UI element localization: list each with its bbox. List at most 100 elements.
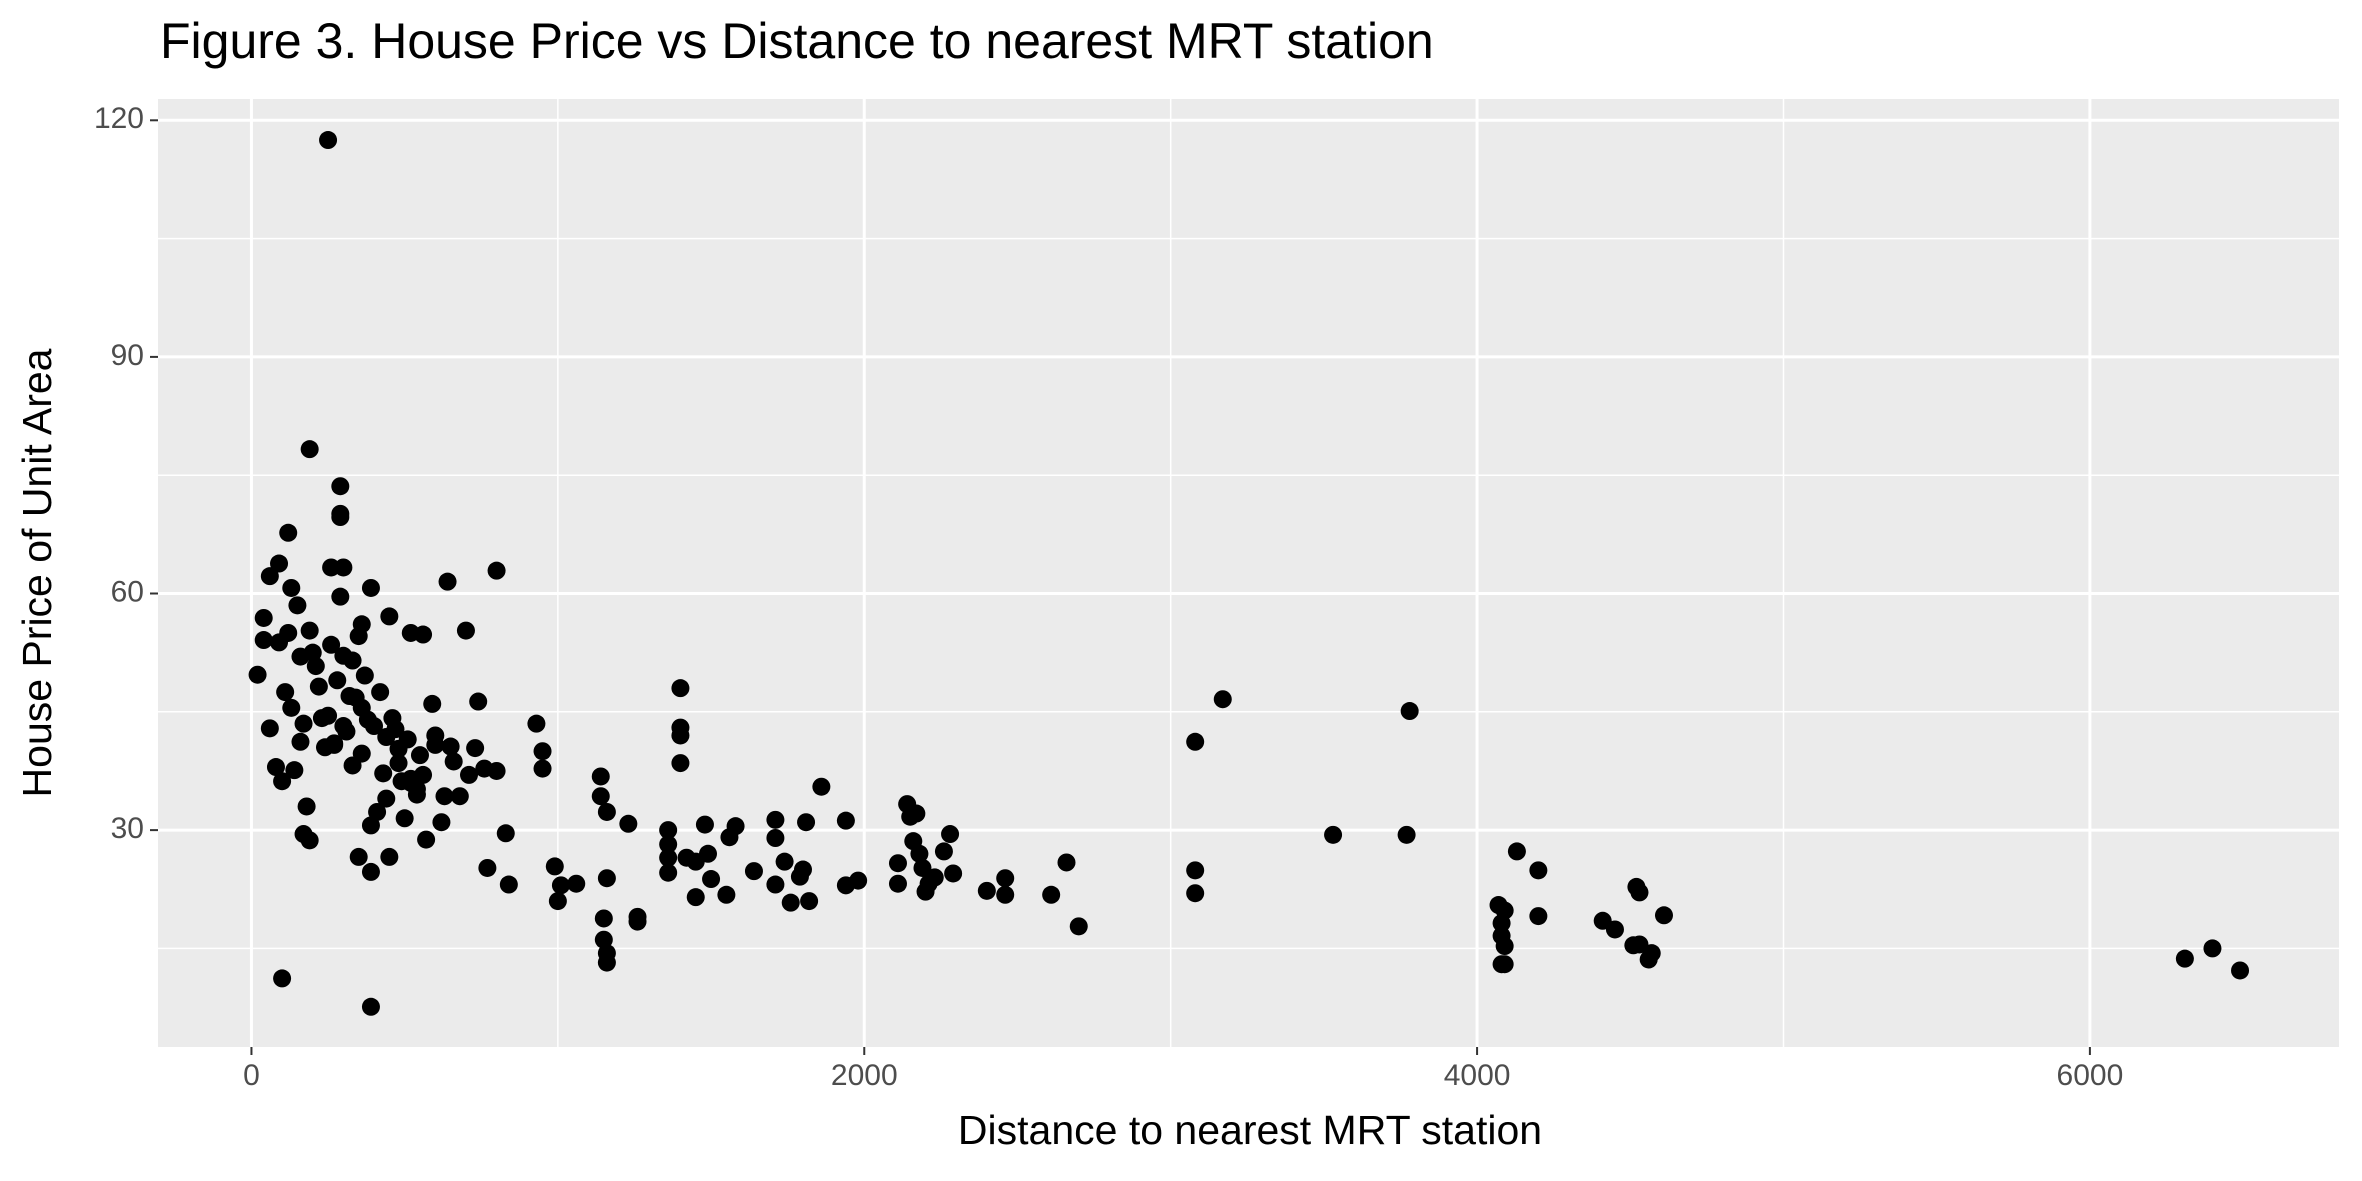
- point: [702, 870, 721, 889]
- x-tick-label: 0: [243, 1059, 260, 1092]
- point: [337, 722, 356, 741]
- x-tick-label: 4000: [1444, 1059, 1511, 1092]
- point: [300, 831, 319, 850]
- point: [1529, 907, 1548, 926]
- point: [331, 587, 350, 606]
- point: [533, 759, 552, 778]
- point: [319, 131, 338, 150]
- point: [671, 726, 690, 745]
- point: [279, 523, 298, 542]
- point: [744, 862, 763, 881]
- point: [996, 885, 1015, 904]
- point: [1400, 702, 1419, 721]
- point: [279, 623, 298, 642]
- y-tick-label: 60: [111, 575, 144, 608]
- point: [717, 885, 736, 904]
- point: [273, 772, 292, 791]
- point: [361, 578, 380, 597]
- point: [260, 719, 279, 738]
- point: [300, 621, 319, 640]
- point: [355, 666, 374, 685]
- point: [671, 679, 690, 698]
- point: [766, 828, 785, 847]
- point: [594, 930, 613, 949]
- point: [2231, 961, 2250, 980]
- point: [1654, 906, 1673, 925]
- point: [2203, 939, 2222, 958]
- point: [361, 997, 380, 1016]
- point: [996, 869, 1015, 888]
- point: [659, 863, 678, 882]
- point: [374, 764, 393, 783]
- point: [395, 809, 414, 828]
- x-tick-label: 2000: [831, 1059, 898, 1092]
- y-tick-label: 120: [94, 102, 144, 135]
- point: [361, 816, 380, 835]
- point: [913, 858, 932, 877]
- point: [466, 739, 485, 758]
- point: [812, 777, 831, 796]
- point: [291, 732, 310, 751]
- point: [659, 821, 678, 840]
- point: [450, 787, 469, 806]
- point: [1186, 884, 1205, 903]
- point: [288, 596, 307, 615]
- point: [545, 857, 564, 876]
- point: [260, 567, 279, 586]
- point: [325, 735, 344, 754]
- point: [282, 698, 301, 717]
- point: [352, 744, 371, 763]
- point: [548, 892, 567, 911]
- point: [334, 558, 353, 577]
- point: [398, 730, 417, 749]
- point: [331, 508, 350, 527]
- x-axis-label: Distance to nearest MRT station: [958, 1107, 1542, 1153]
- plot-panel: [158, 99, 2339, 1047]
- point: [343, 651, 362, 670]
- point: [800, 892, 819, 911]
- point: [628, 912, 647, 931]
- point: [417, 830, 436, 849]
- point: [1324, 825, 1343, 844]
- point: [2175, 949, 2194, 968]
- point: [414, 625, 433, 644]
- point: [361, 862, 380, 881]
- x-tick-label: 6000: [2057, 1059, 2124, 1092]
- point: [695, 815, 714, 834]
- point: [273, 969, 292, 988]
- point: [365, 717, 384, 736]
- point: [1529, 861, 1548, 880]
- point: [1186, 861, 1205, 880]
- point: [291, 647, 310, 666]
- point: [597, 802, 616, 821]
- point: [551, 876, 570, 895]
- point: [389, 754, 408, 773]
- point: [349, 847, 368, 866]
- point: [659, 835, 678, 854]
- point: [248, 665, 267, 684]
- point: [1186, 732, 1205, 751]
- point: [1642, 944, 1661, 963]
- point: [312, 709, 331, 728]
- point: [907, 804, 926, 823]
- point: [441, 737, 460, 756]
- point: [533, 742, 552, 761]
- point: [478, 858, 497, 877]
- point: [527, 714, 546, 733]
- point: [266, 758, 285, 777]
- point: [282, 578, 301, 597]
- point: [698, 844, 717, 863]
- point: [496, 824, 515, 843]
- point: [1630, 883, 1649, 902]
- point: [469, 692, 488, 711]
- point: [410, 746, 429, 765]
- chart-title: Figure 3. House Price vs Distance to nea…: [160, 13, 1434, 69]
- point: [671, 754, 690, 773]
- y-axis-label: House Price of Unit Area: [14, 348, 60, 797]
- point: [1057, 853, 1076, 872]
- y-tick-label: 90: [111, 339, 144, 372]
- point: [487, 561, 506, 580]
- point: [460, 765, 479, 784]
- point: [977, 881, 996, 900]
